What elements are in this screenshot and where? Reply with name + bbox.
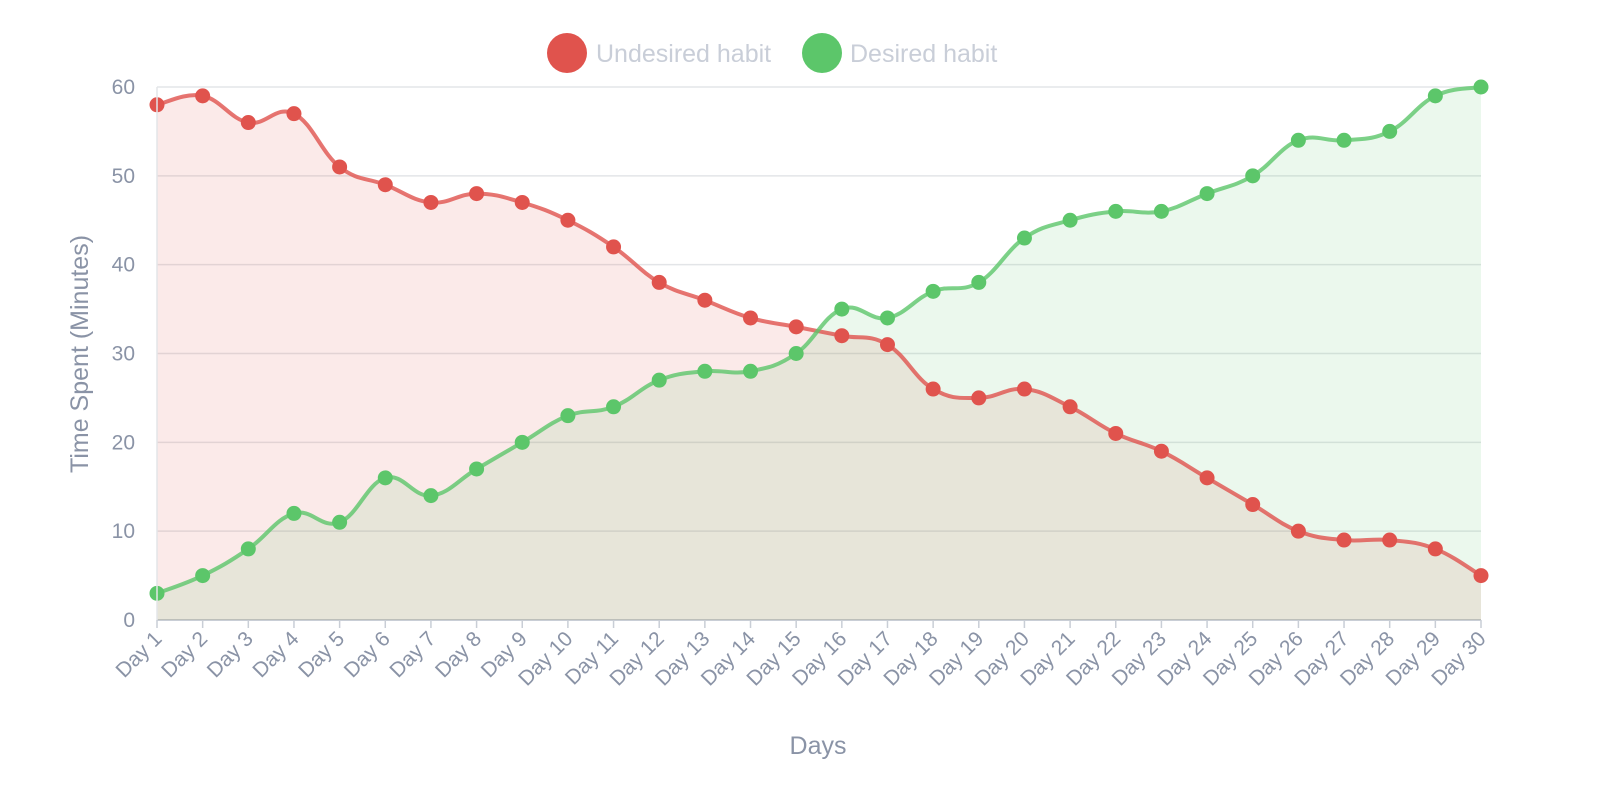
legend-swatch-desired-habit[interactable] bbox=[802, 33, 842, 73]
desired-habit-point bbox=[469, 461, 485, 477]
legend: Undesired habit Desired habit bbox=[547, 33, 997, 73]
undesired-habit-point bbox=[834, 328, 850, 344]
desired-habit-point bbox=[743, 363, 759, 379]
desired-habit-point bbox=[925, 283, 941, 299]
undesired-habit-point bbox=[606, 239, 622, 255]
y-tick-label: 60 bbox=[112, 76, 135, 99]
undesired-habit-point bbox=[971, 390, 987, 406]
desired-habit-point bbox=[1199, 186, 1215, 202]
x-tick-label: Day 2 bbox=[157, 627, 212, 682]
undesired-habit-point bbox=[332, 159, 348, 175]
undesired-habit-area bbox=[157, 95, 1481, 620]
undesired-habit-point bbox=[1108, 425, 1124, 441]
desired-habit-point bbox=[879, 310, 895, 326]
desired-habit-area bbox=[157, 87, 1481, 620]
undesired-habit-point bbox=[423, 194, 439, 210]
legend-label-desired-habit[interactable]: Desired habit bbox=[850, 40, 997, 68]
legend-label-undesired-habit[interactable]: Undesired habit bbox=[596, 40, 771, 68]
desired-habit-point bbox=[834, 301, 850, 317]
desired-habit-point bbox=[286, 505, 302, 521]
y-tick-label: 10 bbox=[112, 520, 135, 543]
y-tick-label: 30 bbox=[112, 343, 135, 366]
undesired-habit-point bbox=[925, 381, 941, 397]
desired-habit-point bbox=[651, 372, 667, 388]
desired-habit-point bbox=[1153, 203, 1169, 219]
x-axis-title: Days bbox=[790, 732, 847, 760]
desired-habit-point bbox=[697, 363, 713, 379]
undesired-habit-point bbox=[1290, 523, 1306, 539]
x-tick-label: Day 3 bbox=[203, 627, 258, 682]
undesired-habit-point bbox=[469, 186, 485, 202]
desired-habit-point bbox=[1108, 203, 1124, 219]
desired-habit-point bbox=[332, 514, 348, 530]
y-tick-label: 0 bbox=[123, 609, 135, 632]
undesired-habit-point bbox=[1382, 532, 1398, 548]
undesired-habit-point bbox=[286, 106, 302, 122]
grid-lines bbox=[157, 86, 1481, 621]
desired-habit-point bbox=[1062, 212, 1078, 228]
undesired-habit-point bbox=[240, 115, 256, 131]
undesired-habit-point bbox=[1427, 541, 1443, 557]
x-tick-label: Day 4 bbox=[248, 627, 303, 682]
desired-habit-point bbox=[195, 568, 211, 584]
desired-habit-point bbox=[1290, 132, 1306, 148]
undesired-habit-point bbox=[651, 274, 667, 290]
desired-habit-point bbox=[560, 408, 576, 424]
undesired-habit-point bbox=[1336, 532, 1352, 548]
undesired-habit-point bbox=[1199, 470, 1215, 486]
desired-habit-point bbox=[788, 346, 804, 361]
y-axis-title: Time Spent (Minutes) bbox=[66, 235, 94, 473]
legend-swatch-undesired-habit[interactable] bbox=[547, 33, 587, 73]
x-tick-label: Day 6 bbox=[340, 627, 395, 682]
undesired-habit-point bbox=[560, 212, 576, 228]
desired-habit-point bbox=[1336, 132, 1352, 148]
desired-habit-point bbox=[1427, 88, 1443, 104]
x-tick-label: Day 1 bbox=[111, 627, 166, 682]
y-tick-label: 40 bbox=[112, 254, 135, 277]
undesired-habit-point bbox=[1153, 443, 1169, 459]
undesired-habit-point bbox=[195, 88, 211, 104]
undesired-habit-point bbox=[743, 310, 759, 326]
desired-habit-point bbox=[240, 541, 256, 557]
desired-habit-point bbox=[377, 470, 393, 486]
undesired-habit-point bbox=[788, 319, 804, 335]
undesired-habit-point bbox=[1016, 381, 1032, 397]
undesired-habit-point bbox=[697, 292, 713, 308]
desired-habit-point bbox=[514, 434, 530, 450]
undesired-habit-point bbox=[377, 177, 393, 193]
desired-habit-point bbox=[971, 274, 987, 290]
x-tick-label: Day 7 bbox=[385, 627, 440, 682]
x-tick-label: Day 8 bbox=[431, 627, 486, 682]
y-tick-label: 50 bbox=[112, 165, 135, 188]
desired-habit-point bbox=[1016, 230, 1032, 246]
undesired-habit-point bbox=[1062, 399, 1078, 415]
series-areas bbox=[157, 87, 1481, 620]
series-points bbox=[149, 79, 1489, 601]
desired-habit-point bbox=[423, 488, 439, 504]
desired-habit-point bbox=[1382, 123, 1398, 139]
undesired-habit-point bbox=[514, 194, 530, 210]
x-tick-label: Day 5 bbox=[294, 627, 349, 682]
desired-habit-point bbox=[1473, 79, 1489, 95]
undesired-habit-point bbox=[879, 337, 895, 353]
desired-habit-point bbox=[1245, 168, 1261, 184]
desired-habit-point bbox=[606, 399, 622, 415]
undesired-habit-point bbox=[1473, 568, 1489, 584]
y-tick-label: 20 bbox=[112, 431, 135, 454]
undesired-habit-point bbox=[1245, 497, 1261, 513]
